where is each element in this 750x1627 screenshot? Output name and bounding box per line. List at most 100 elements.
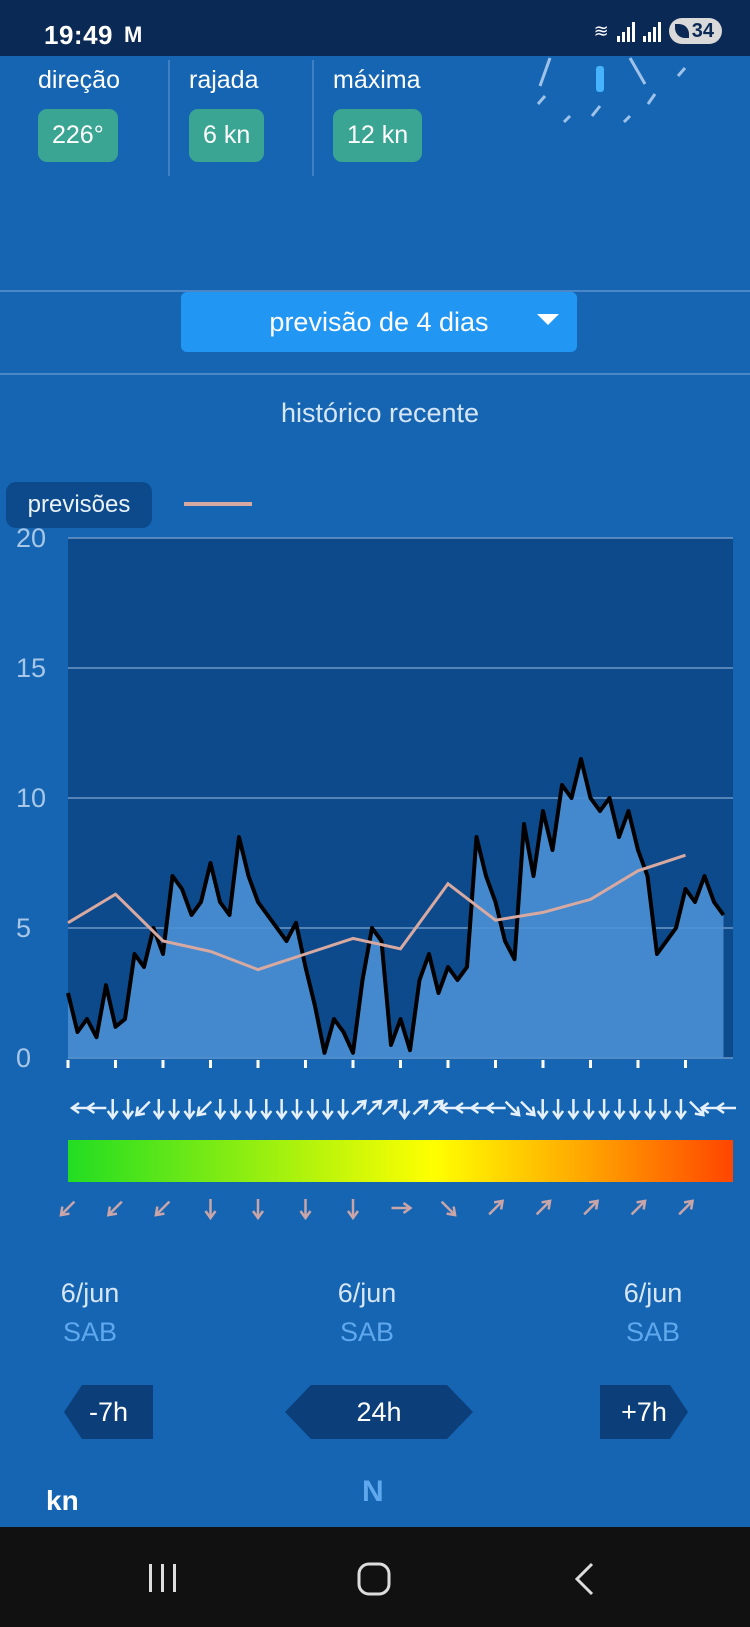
stat-max: máxima 12 kn <box>333 66 423 162</box>
forecast-direction-arrow <box>154 1200 171 1217</box>
wind-direction-arrow <box>290 1099 304 1121</box>
observed-area <box>68 759 724 1058</box>
forecast-direction-arrow <box>440 1200 457 1217</box>
back-button-shape <box>64 1385 153 1439</box>
y-tick-label: 10 <box>16 783 46 813</box>
wind-direction-arrow <box>183 1099 196 1121</box>
date-label: 6/jun SAB <box>623 1278 683 1347</box>
forecast-direction-arrow <box>59 1200 76 1217</box>
wind-direction-arrow <box>628 1099 641 1121</box>
status-bar: 19:49 M ≋ 34 <box>0 0 750 56</box>
gmail-icon: M <box>124 22 143 47</box>
wind-direction-arrow <box>196 1100 213 1117</box>
forecast-direction-arrow <box>630 1199 647 1216</box>
forward-button-shape <box>600 1385 688 1439</box>
stat-label: máxima <box>333 66 421 94</box>
forecast-line <box>67 853 686 972</box>
battery-indicator: 34 <box>668 18 722 44</box>
stat-value: 6 kn <box>189 109 265 162</box>
stat-gust: rajada 6 kn <box>189 66 265 162</box>
separator <box>0 373 750 375</box>
signal-icon <box>616 20 635 42</box>
legend-forecast-line <box>184 502 252 506</box>
divider <box>168 60 170 176</box>
wind-direction-arrow <box>714 1101 736 1115</box>
wind-direction-arrow <box>122 1099 135 1121</box>
forecast-direction-arrow <box>391 1201 413 1215</box>
forecast-dropdown-label: previsão de 4 dias <box>269 306 489 337</box>
forecast-direction-arrow <box>488 1199 505 1216</box>
separator <box>0 290 750 292</box>
center-button-shape <box>285 1385 473 1439</box>
wind-direction-arrow <box>321 1099 334 1121</box>
legend-forecasts[interactable]: previsões <box>6 482 152 528</box>
home-icon[interactable] <box>356 1561 392 1597</box>
wind-direction-arrow <box>134 1100 151 1117</box>
wind-direction-arrow <box>412 1099 429 1116</box>
forecast-direction-arrow <box>204 1199 217 1220</box>
back-icon[interactable] <box>572 1561 596 1597</box>
date-label: 6/jun SAB <box>60 1278 120 1347</box>
wind-direction-arrow <box>168 1099 181 1121</box>
wind-direction-arrow <box>613 1099 626 1121</box>
wind-direction-arrow <box>275 1099 288 1121</box>
forecast-direction-arrow <box>251 1199 265 1220</box>
wind-arrows-decoration <box>536 57 687 124</box>
compass-north-label: N <box>362 1475 384 1508</box>
forecast-direction-arrow <box>346 1199 360 1220</box>
stat-value: 12 kn <box>333 109 423 162</box>
y-tick-label: 15 <box>16 653 46 683</box>
wind-direction-arrow <box>351 1099 368 1116</box>
wind-direction-arrow <box>484 1101 506 1115</box>
wind-direction-arrow <box>674 1099 687 1121</box>
wind-direction-arrow <box>659 1099 672 1121</box>
wind-direction-arrow <box>398 1099 411 1121</box>
stat-value: 226° <box>38 109 118 162</box>
system-navigation-bar <box>0 1527 750 1627</box>
recents-icon[interactable] <box>146 1561 180 1595</box>
observed-line <box>66 757 726 1055</box>
forecast-direction-arrow <box>678 1199 695 1216</box>
wind-direction-arrow <box>536 1099 549 1121</box>
y-tick-label: 5 <box>16 913 31 943</box>
wind-direction-arrow <box>106 1099 119 1121</box>
wind-direction-arrow <box>337 1099 350 1121</box>
wind-chart: 051015207h10h13h16h19h <box>16 523 736 1220</box>
divider <box>312 60 314 176</box>
forecast-dropdown[interactable]: previsão de 4 dias <box>181 292 577 352</box>
y-tick-label: 0 <box>16 1043 31 1073</box>
forecast-direction-arrow <box>106 1200 123 1217</box>
wind-direction-arrow <box>306 1099 319 1121</box>
wind-direction-arrow <box>244 1099 257 1121</box>
wind-direction-arrow <box>229 1099 242 1121</box>
stat-label: direção <box>38 66 120 94</box>
wind-direction-arrow <box>214 1099 227 1121</box>
forecast-direction-arrow <box>583 1199 600 1216</box>
status-time: 19:49 <box>44 20 113 50</box>
stat-direction: direção 226° <box>38 66 120 162</box>
wind-direction-arrow <box>85 1101 107 1115</box>
wifi-icon: ≋ <box>593 20 609 41</box>
wind-direction-arrow <box>520 1100 536 1117</box>
wind-direction-arrow <box>582 1099 595 1121</box>
signal-icon-2 <box>642 20 661 42</box>
units-label: kn <box>46 1485 79 1516</box>
forecast-direction-arrow <box>299 1199 312 1220</box>
wind-direction-arrow <box>152 1099 165 1121</box>
power-saving-icon <box>674 24 689 38</box>
range-24h-button[interactable]: 24h <box>356 1396 402 1427</box>
recent-history-label: histórico recente <box>280 398 480 428</box>
wind-direction-arrow <box>504 1100 521 1117</box>
forward-7h-button[interactable]: +7h <box>621 1396 667 1427</box>
wind-direction-arrow <box>598 1099 611 1121</box>
stat-label: rajada <box>189 66 259 94</box>
forecast-direction-arrow <box>535 1199 552 1216</box>
wind-direction-arrow <box>567 1099 580 1121</box>
y-tick-label: 20 <box>16 523 46 553</box>
wind-direction-arrow <box>381 1099 398 1116</box>
wind-direction-arrow <box>260 1099 273 1121</box>
date-label: 6/jun SAB <box>337 1278 397 1347</box>
back-7h-button[interactable]: -7h <box>88 1396 129 1427</box>
chevron-down-icon <box>537 314 559 325</box>
wind-direction-arrow <box>644 1099 657 1121</box>
